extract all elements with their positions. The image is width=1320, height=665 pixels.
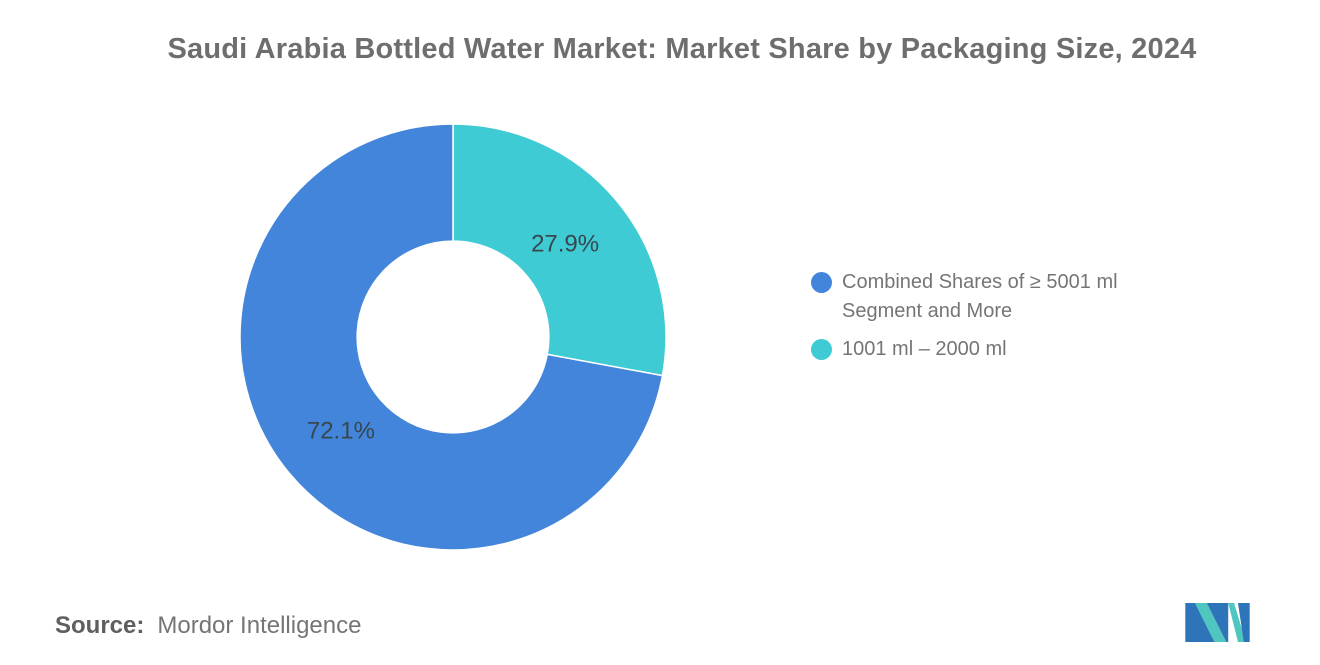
slice-value-label: 27.9% [531,231,599,258]
legend-item-0[interactable]: Combined Shares of ≥ 5001 ml Segment and … [811,268,1118,326]
source-label: Source: [55,612,145,639]
legend-label: 1001 ml – 2000 ml [842,338,1007,360]
chart-title: Saudi Arabia Bottled Water Market: Marke… [167,33,1197,65]
slice-value-label: 72.1% [307,417,375,444]
logo-shape-teal-left [1195,603,1227,642]
mordor-intelligence-logo-icon [1185,603,1250,642]
legend-swatch-icon [811,339,832,360]
legend-swatch-icon [811,272,832,293]
donut-slice-0[interactable] [452,123,667,377]
donut-chart: 27.9% 72.1% [239,123,667,551]
logo-shape-blue-right [1237,603,1250,642]
legend-item-1[interactable]: 1001 ml – 2000 ml [811,335,1118,364]
source-value: Mordor Intelligence [157,612,362,639]
logo-shape-blue-left [1185,603,1215,642]
chart-legend: Combined Shares of ≥ 5001 ml Segment and … [811,268,1118,364]
donut-slice-1[interactable] [239,123,664,551]
logo-shape-blue-mid [1206,603,1229,642]
source-note: Source: Mordor Intelligence [55,612,361,640]
logo-shape-teal-right [1228,603,1246,642]
legend-label: Combined Shares of ≥ 5001 ml Segment and … [842,271,1118,322]
